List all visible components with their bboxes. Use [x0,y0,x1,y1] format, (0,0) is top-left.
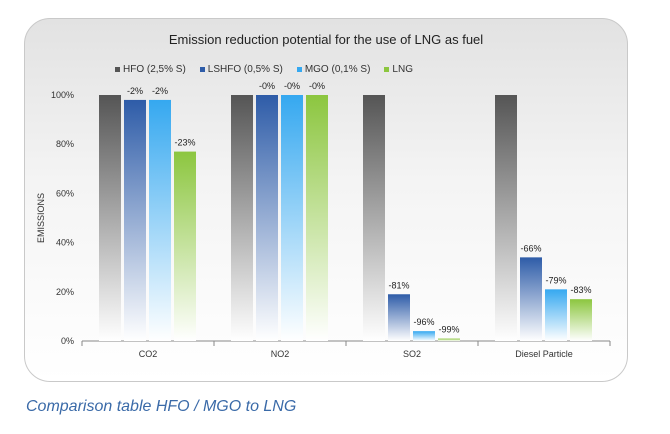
y-tick-label: 80% [56,139,74,149]
y-axis-label: EMISSIONS [36,193,46,243]
y-tick-label: 20% [56,287,74,297]
y-tick-label: 60% [56,188,74,198]
x-tick-label: Diesel Particle [515,349,573,359]
legend-label-lshfo: LSHFO (0,5% S) [207,64,283,75]
legend-swatch-mgo [296,67,302,72]
bar [495,95,517,341]
bar [438,338,460,341]
data-label: -0% [309,81,325,91]
bar [388,294,410,341]
legend-label-lng: LNG [392,64,413,75]
x-tick-label: CO2 [139,349,158,359]
legend-item-hfo: HFO (2,5% S) [115,64,186,75]
data-label: -2% [127,86,143,96]
data-label: -66% [520,243,541,253]
data-label: -0% [284,81,300,91]
data-label: -99% [438,325,459,335]
bar [174,151,196,341]
data-label: -23% [174,138,195,148]
x-tick-label: NO2 [271,349,290,359]
bar [231,95,253,341]
bar [520,257,542,341]
x-tick-label: SO2 [403,349,421,359]
bar [363,95,385,341]
legend-swatch-lshfo [199,67,205,72]
legend-swatch-hfo [115,67,120,72]
legend-item-lng: LNG [384,64,413,75]
bar [570,299,592,341]
bar [124,99,146,341]
chart-caption: Comparison table HFO / MGO to LNG [26,398,297,415]
y-tick-label: 0% [61,336,74,346]
data-label: -0% [259,81,275,91]
bar [99,95,121,341]
legend-item-lshfo: LSHFO (0,5% S) [199,64,283,75]
data-label: -79% [545,275,566,285]
bar [149,99,171,341]
bar [413,331,435,341]
bar [281,95,303,341]
bar [256,95,278,341]
data-label: -96% [413,317,434,327]
data-label: -81% [388,280,409,290]
legend-label-hfo: HFO (2,5% S) [123,64,186,75]
chart-title: Emission reduction potential for the use… [168,32,484,47]
y-tick-label: 40% [56,238,74,248]
bar [545,289,567,341]
legend-label-mgo: MGO (0,1% S) [304,64,371,75]
data-label: -83% [570,285,591,295]
legend-item-mgo: MGO (0,1% S) [296,64,371,75]
bar [306,95,328,341]
data-label: -2% [152,86,168,96]
chart-legend: HFO (2,5% S) LSHFO (0,5% S) MGO (0,1% S)… [115,64,413,75]
legend-swatch-lng [384,67,390,72]
y-tick-label: 100% [51,90,74,100]
